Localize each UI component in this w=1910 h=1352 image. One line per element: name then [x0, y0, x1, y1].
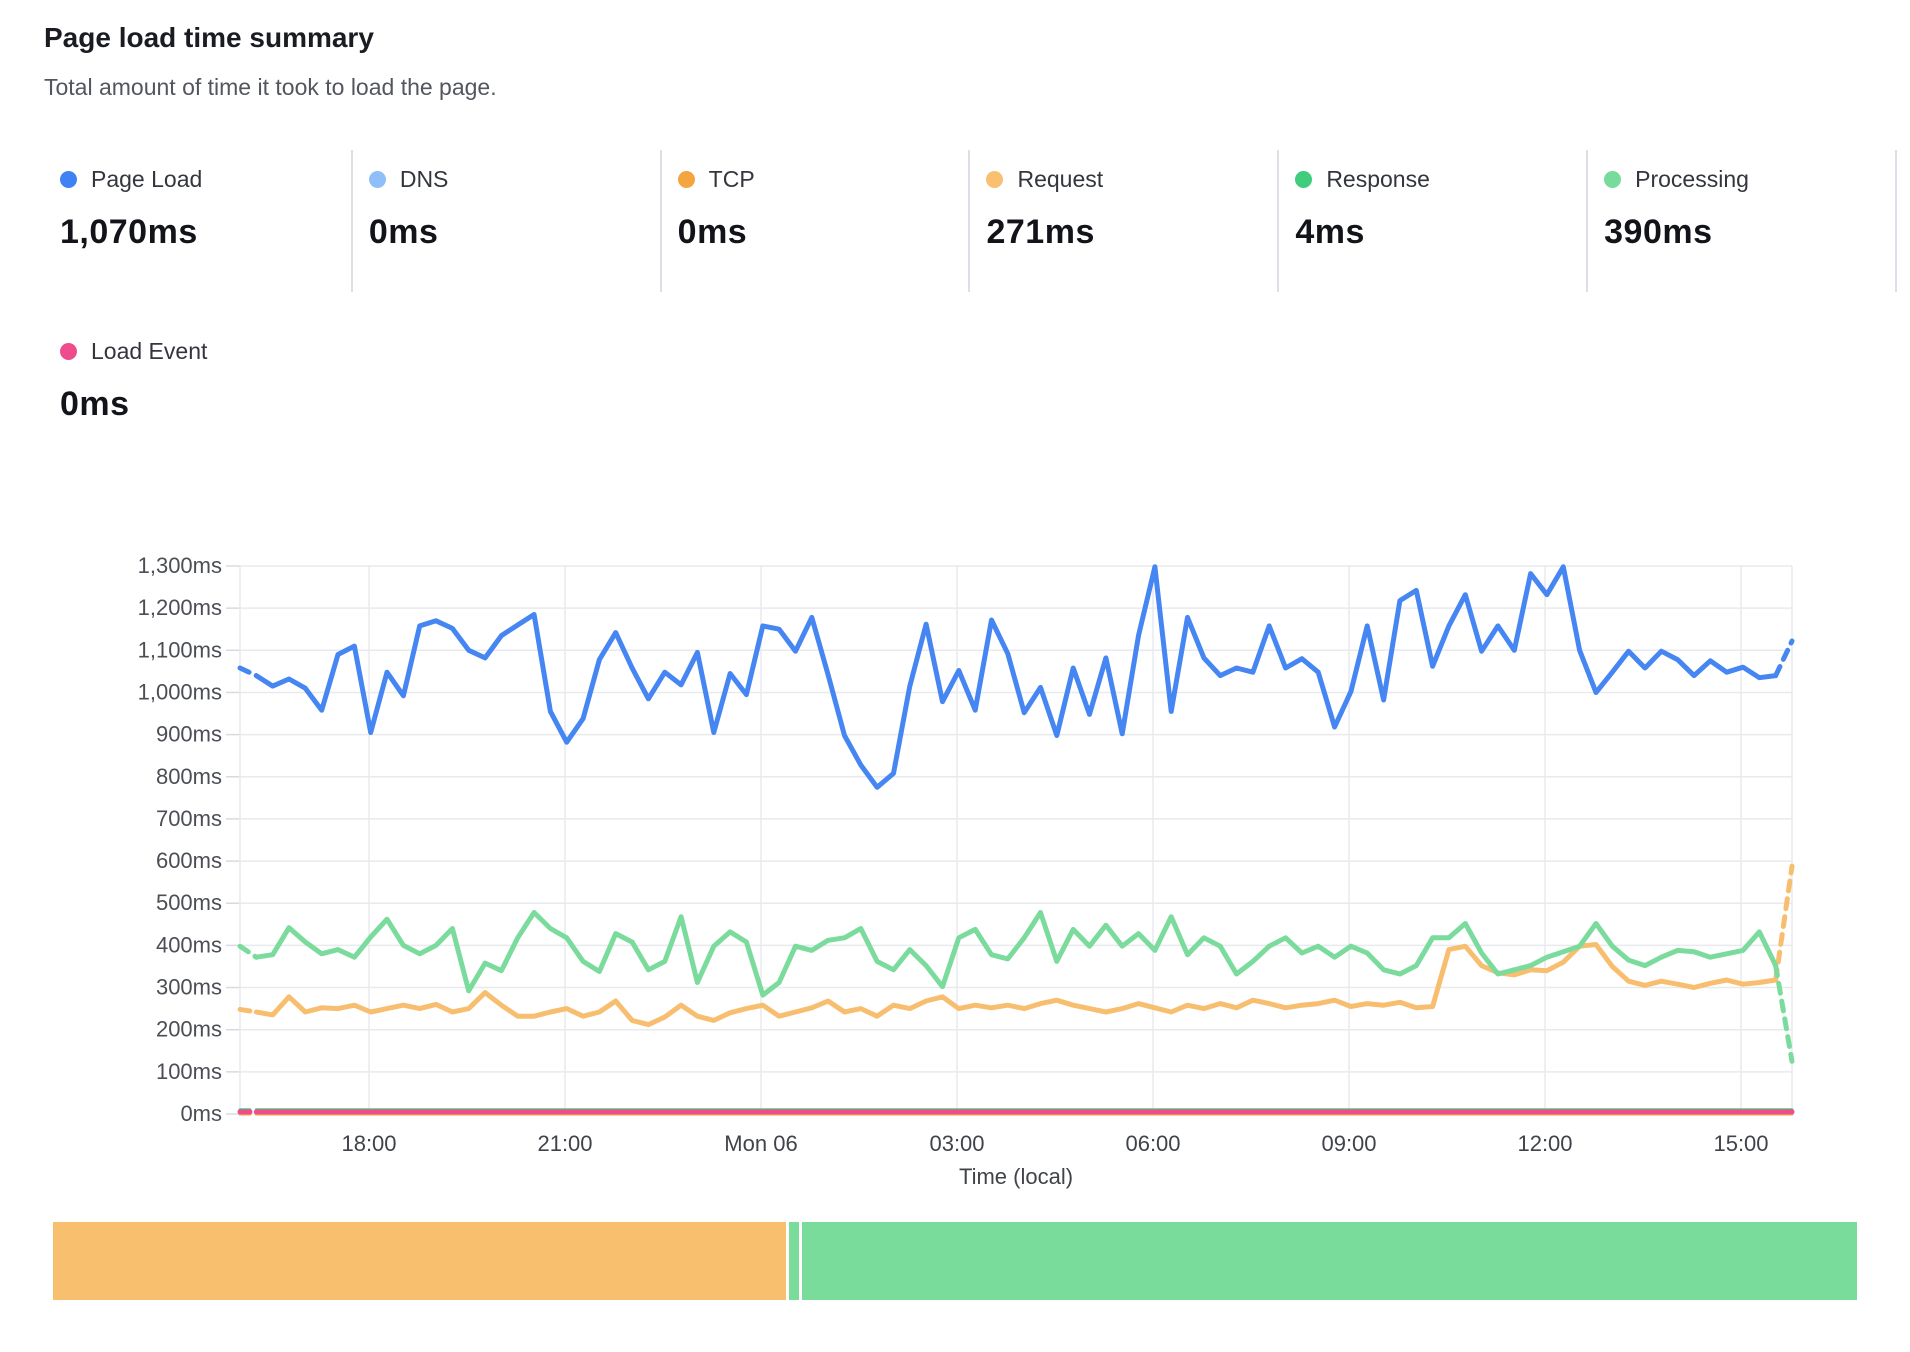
y-tick-label: 1,000ms — [138, 679, 222, 704]
stat-page-load[interactable]: Page Load 1,070ms — [44, 150, 353, 292]
time-axis-label: Time (local) — [959, 1164, 1073, 1189]
stat-label: Request — [1017, 166, 1104, 192]
stat-label: Processing — [1635, 166, 1749, 192]
stat-processing[interactable]: Processing 390ms — [1588, 150, 1897, 292]
bar-segment-request — [53, 1222, 786, 1300]
stat-label: Page Load — [91, 166, 203, 192]
stat-label: Load Event — [91, 338, 208, 364]
load-event-legend-dot-icon — [60, 343, 77, 360]
series-page-load-line — [237, 564, 1795, 790]
request-legend-dot-icon — [986, 171, 1004, 188]
series-request-line — [237, 863, 1795, 1028]
stat-label: DNS — [399, 166, 449, 192]
y-tick-label: 800ms — [156, 764, 222, 789]
stat-value: 4ms — [1295, 213, 1365, 251]
y-tick-label: 200ms — [156, 1017, 222, 1042]
x-tick-label: 06:00 — [1125, 1131, 1180, 1156]
stat-tcp[interactable]: TCP 0ms — [662, 150, 971, 292]
stats-row: Page Load 1,070ms DNS 0ms TCP 0ms Reques… — [44, 150, 1897, 292]
x-tick-label: 12:00 — [1517, 1131, 1572, 1156]
page-subtitle: Total amount of time it took to load the… — [44, 74, 497, 100]
stat-value: 1,070ms — [60, 213, 198, 251]
y-tick-label: 900ms — [156, 722, 222, 747]
x-tick-label: 18:00 — [341, 1131, 396, 1156]
stat-load-event[interactable]: Load Event 0ms — [44, 322, 207, 424]
load-phase-distribution-bar — [53, 1222, 1857, 1300]
tcp-legend-dot-icon — [677, 171, 695, 188]
stat-response[interactable]: Response 4ms — [1279, 150, 1589, 292]
x-tick-label: 15:00 — [1713, 1131, 1768, 1156]
page-title: Page load time summary — [44, 22, 374, 53]
y-tick-label: 1,200ms — [138, 595, 222, 620]
y-tick-label: 0ms — [180, 1101, 222, 1126]
stat-value: 271ms — [986, 213, 1095, 251]
stat-label: TCP — [708, 166, 755, 192]
y-axis-labels: 0ms 100ms 200ms 300ms 400ms 500ms 600ms 700ms 80… — [138, 553, 222, 1126]
y-tick-label: 100ms — [156, 1059, 222, 1084]
x-axis-labels: 18:00 21:00 Mon 06 03:00 06:00 09:00 12:00 15:0… — [341, 1131, 1768, 1156]
gridlines — [226, 565, 1793, 1115]
response-legend-dot-icon — [1295, 171, 1313, 188]
y-tick-label: 600ms — [156, 848, 222, 873]
x-tick-label: 21:00 — [537, 1131, 592, 1156]
y-tick-label: 500ms — [156, 890, 222, 915]
chart-plot[interactable]: 0ms 100ms 200ms 300ms 400ms 500ms 600ms 700ms 80… — [0, 440, 1910, 1210]
y-tick-label: 300ms — [156, 975, 222, 1000]
stat-request[interactable]: Request 271ms — [970, 150, 1280, 292]
y-tick-label: 1,100ms — [138, 637, 222, 662]
stat-label: Response — [1326, 166, 1430, 192]
bar-segment-processing — [801, 1222, 1857, 1300]
stat-value: 390ms — [1604, 213, 1713, 251]
stat-value: 0ms — [368, 213, 439, 251]
stat-value: 0ms — [60, 385, 130, 423]
x-tick-label: 09:00 — [1321, 1131, 1376, 1156]
y-tick-label: 700ms — [156, 806, 222, 831]
dns-legend-dot-icon — [368, 171, 386, 188]
bar-segment-response — [788, 1222, 799, 1300]
y-tick-label: 400ms — [156, 932, 222, 957]
page-load-time-chart[interactable]: 0ms 100ms 200ms 300ms 400ms 500ms 600ms 700ms 80… — [0, 440, 1910, 1210]
series-processing-line — [237, 910, 1795, 1064]
x-tick-label: 03:00 — [929, 1131, 984, 1156]
page-load-legend-dot-icon — [60, 171, 77, 188]
processing-legend-dot-icon — [1604, 171, 1622, 188]
stat-value: 0ms — [677, 213, 748, 251]
stat-dns[interactable]: DNS 0ms — [353, 150, 662, 292]
y-tick-label: 1,300ms — [138, 553, 222, 578]
x-tick-label: Mon 06 — [724, 1131, 797, 1156]
